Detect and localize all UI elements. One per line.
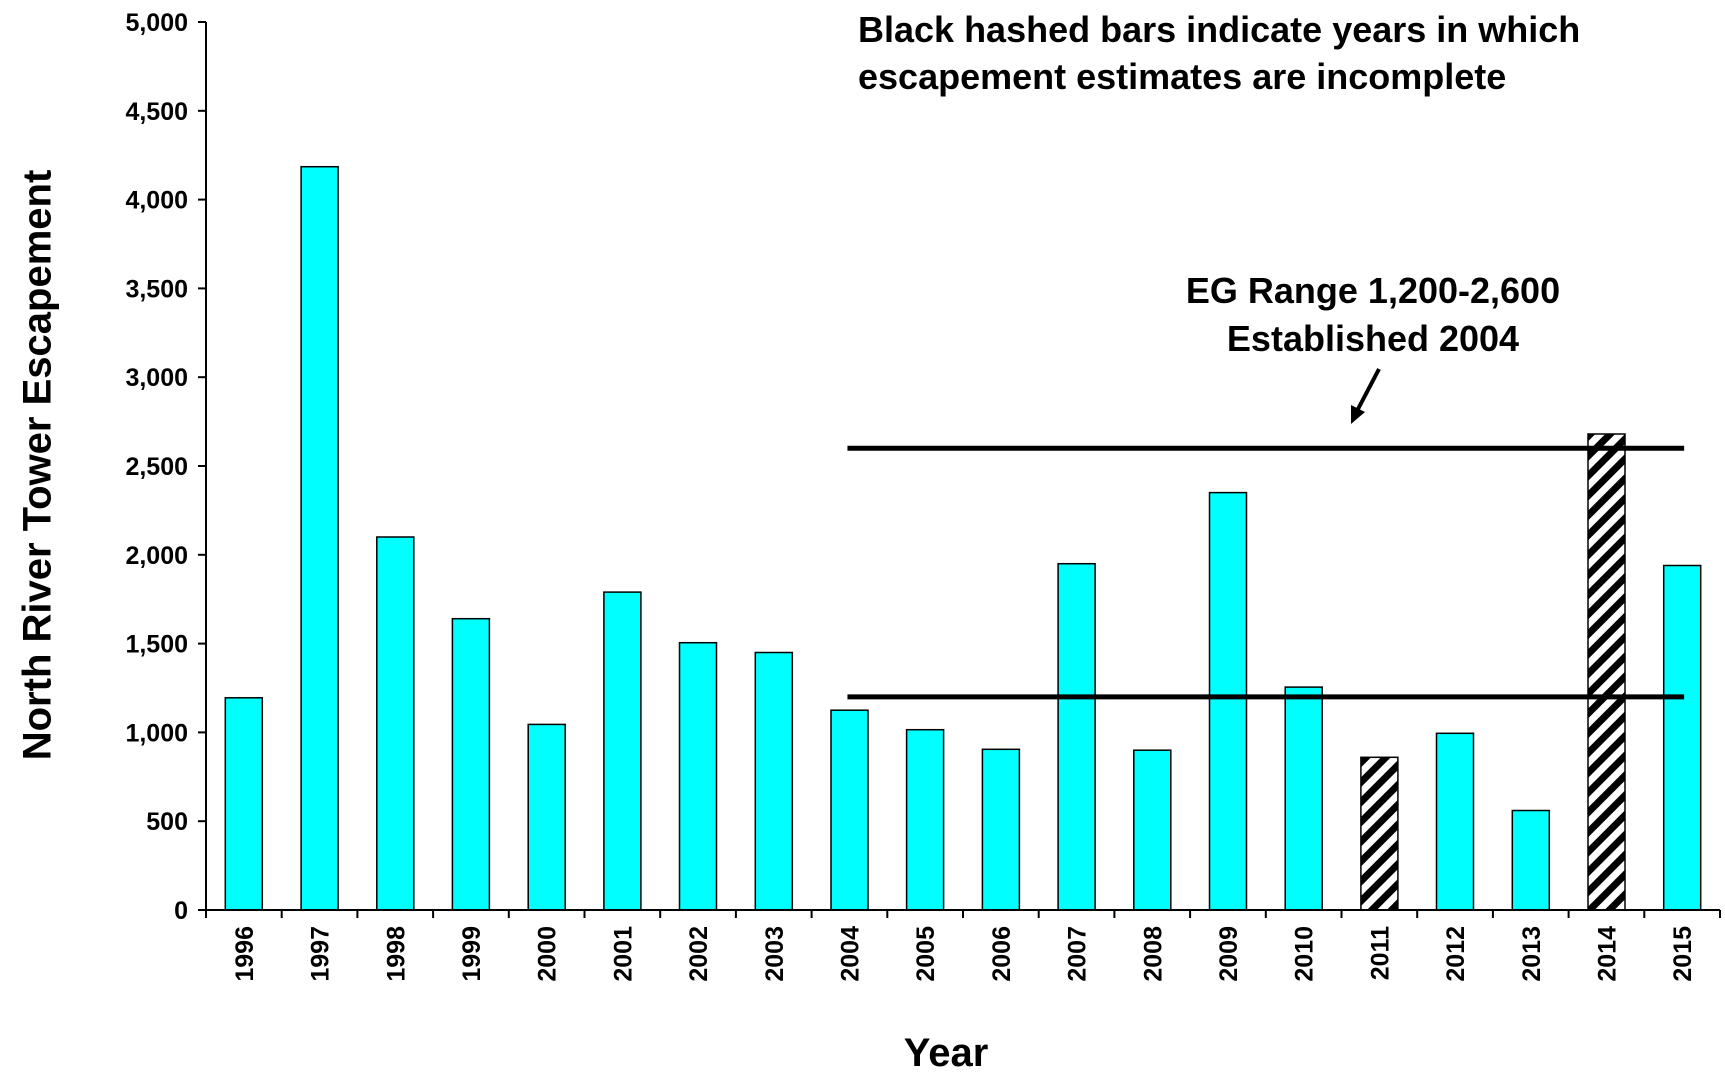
y-tick-label: 4,500 <box>125 98 188 126</box>
y-tick-label: 1,000 <box>125 719 188 747</box>
ticks-layer: 0 500 1,000 1,500 2,000 2,500 3,000 3,500 4,000 4… <box>125 9 1721 982</box>
bar-1997 <box>300 165 339 911</box>
x-tick-label: 2000 <box>534 926 562 982</box>
y-tick-label: 1,500 <box>125 631 188 659</box>
bar-2009 <box>1208 491 1248 911</box>
x-tick-label: 2008 <box>1139 926 1167 982</box>
bar-2005 <box>905 728 945 911</box>
bar-incomplete-2014 <box>1587 433 1626 911</box>
bar-1999 <box>451 617 491 911</box>
axes-layer <box>205 22 1720 911</box>
y-tick-label: 5,000 <box>125 9 188 37</box>
x-tick-label: 1999 <box>458 926 486 982</box>
bar-2013 <box>1511 809 1551 911</box>
y-tick-label: 2,000 <box>125 542 188 570</box>
x-tick-label: 2006 <box>988 926 1016 982</box>
eg-range-annotation-line2: Established 2004 <box>1227 318 1519 359</box>
y-tick-label: 4,000 <box>125 187 188 215</box>
eg-range-annotation-line1: EG Range 1,200-2,600 <box>1186 270 1560 311</box>
y-axis-title: North River Tower Escapement <box>16 170 60 761</box>
x-tick-label: 1998 <box>382 926 410 982</box>
note-annotation-line2: escapement estimates are incomplete <box>858 56 1506 97</box>
x-tick-label: 2005 <box>912 926 940 982</box>
x-tick-label: 2003 <box>761 926 789 982</box>
x-tick-label: 2010 <box>1291 926 1319 982</box>
bar-2002 <box>678 641 718 911</box>
x-tick-label: 2014 <box>1593 926 1621 982</box>
bar-2006 <box>981 748 1021 911</box>
x-axis-title: Year <box>904 1031 989 1074</box>
x-tick-label: 1997 <box>307 926 335 982</box>
bar-1996 <box>224 697 264 911</box>
bars-layer <box>224 165 1702 911</box>
bar-2001 <box>603 591 642 911</box>
x-tick-label: 2011 <box>1366 926 1394 980</box>
y-tick-label: 0 <box>174 897 188 925</box>
bar-2010 <box>1284 686 1323 911</box>
note-annotation-line1: Black hashed bars indicate years in whic… <box>858 9 1580 50</box>
bar-2015 <box>1662 564 1702 911</box>
x-tick-label: 2012 <box>1442 926 1470 982</box>
bar-incomplete-2011 <box>1360 756 1399 911</box>
bar-2012 <box>1435 732 1475 911</box>
x-tick-label: 2001 <box>609 926 637 982</box>
x-tick-label: 2002 <box>685 926 713 982</box>
x-tick-label: 2015 <box>1669 926 1697 982</box>
x-tick-label: 2007 <box>1064 926 1092 982</box>
y-tick-label: 2,500 <box>125 453 188 481</box>
x-tick-label: 2009 <box>1215 926 1243 982</box>
goal-range-layer <box>847 445 1685 700</box>
x-tick-label: 1996 <box>231 926 259 982</box>
x-tick-label: 2004 <box>836 926 864 982</box>
eg-range-arrow <box>1351 368 1381 424</box>
bar-2008 <box>1133 749 1172 911</box>
x-tick-label: 2013 <box>1518 926 1546 982</box>
bar-2000 <box>527 723 566 911</box>
bar-2003 <box>754 651 794 911</box>
bar-2007 <box>1057 562 1096 911</box>
y-tick-label: 3,500 <box>125 275 188 303</box>
bar-1998 <box>376 536 415 911</box>
y-tick-label: 3,000 <box>125 364 188 392</box>
y-tick-label: 500 <box>146 808 188 836</box>
bar-2004 <box>830 709 869 911</box>
